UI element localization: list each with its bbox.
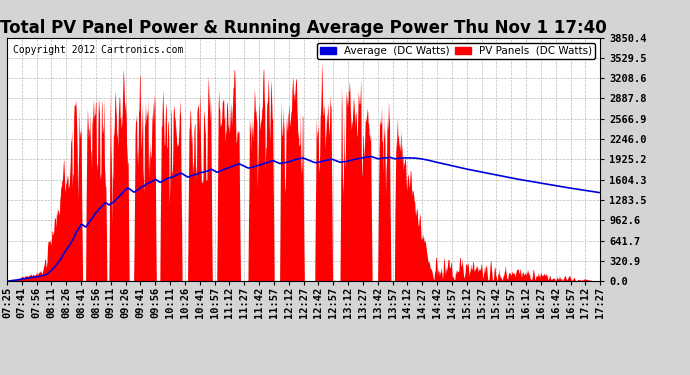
- Title: Total PV Panel Power & Running Average Power Thu Nov 1 17:40: Total PV Panel Power & Running Average P…: [0, 20, 607, 38]
- Text: Copyright 2012 Cartronics.com: Copyright 2012 Cartronics.com: [13, 45, 184, 55]
- Legend: Average  (DC Watts), PV Panels  (DC Watts): Average (DC Watts), PV Panels (DC Watts): [317, 43, 595, 59]
